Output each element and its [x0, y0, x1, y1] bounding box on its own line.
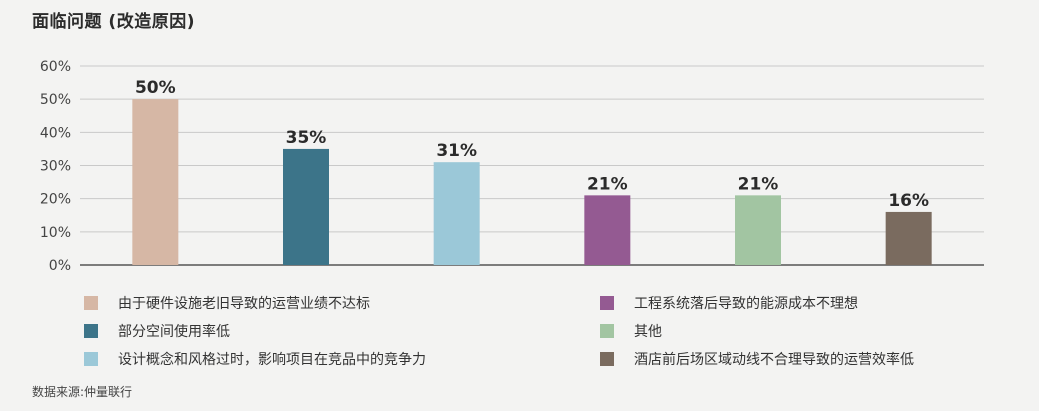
legend-swatch [600, 296, 614, 310]
chart-title: 面临问题 (改造原因) [32, 12, 195, 32]
legend-label: 其他 [634, 324, 662, 340]
legend-item: 设计概念和风格过时，影响项目在竞品中的竞争力 [84, 349, 426, 369]
bar-value-label: 21% [587, 174, 628, 194]
legend-label: 设计概念和风格过时，影响项目在竞品中的竞争力 [118, 352, 426, 368]
legend-swatch [600, 352, 614, 366]
y-tick-label: 30% [40, 159, 71, 175]
bar-value-label: 21% [738, 174, 779, 194]
y-tick-label: 50% [40, 92, 71, 108]
y-tick-label: 10% [40, 225, 71, 241]
bar [584, 195, 631, 265]
legend-item: 部分空间使用率低 [84, 321, 230, 341]
bar [433, 162, 480, 265]
legend-item: 由于硬件设施老旧导致的运营业绩不达标 [84, 293, 370, 313]
legend-item: 其他 [600, 321, 662, 341]
bar [735, 195, 781, 265]
y-tick-label: 40% [40, 125, 71, 141]
legend-label: 部分空间使用率低 [118, 324, 230, 340]
bar [283, 148, 329, 265]
bar-value-label: 16% [888, 191, 929, 211]
y-tick-label: 0% [49, 258, 71, 274]
bar-value-label: 35% [286, 128, 327, 148]
legend-swatch [600, 324, 614, 338]
chart-legend: 由于硬件设施老旧导致的运营业绩不达标 部分空间使用率低 设计概念和风格过时，影响… [84, 293, 984, 377]
y-tick-label: 20% [40, 192, 71, 208]
y-tick-label: 60% [40, 59, 71, 75]
legend-swatch [84, 352, 98, 366]
bar [885, 211, 932, 265]
legend-swatch [84, 324, 98, 338]
data-source: 数据来源:仲量联行 [32, 385, 133, 399]
bar-value-label: 50% [135, 78, 176, 98]
bar-chart: 0% 10% 20% 30% 40% 50% 60% 50% 35% 31% 21% 21% 16% [40, 59, 984, 274]
legend-swatch [84, 296, 98, 310]
legend-label: 由于硬件设施老旧导致的运营业绩不达标 [118, 296, 370, 312]
legend-item: 工程系统落后导致的能源成本不理想 [600, 293, 858, 313]
legend-label: 酒店前后场区域动线不合理导致的运营效率低 [634, 352, 914, 368]
bar-value-label: 31% [436, 141, 477, 161]
legend-item: 酒店前后场区域动线不合理导致的运营效率低 [600, 349, 914, 369]
bar [132, 99, 179, 266]
legend-label: 工程系统落后导致的能源成本不理想 [634, 296, 858, 312]
